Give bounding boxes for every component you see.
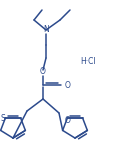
Text: N: N: [43, 26, 49, 34]
Text: S: S: [1, 114, 6, 123]
Text: O: O: [64, 116, 70, 125]
Text: O: O: [65, 80, 71, 90]
Text: O: O: [40, 67, 46, 76]
Text: H·Cl: H·Cl: [80, 58, 96, 67]
